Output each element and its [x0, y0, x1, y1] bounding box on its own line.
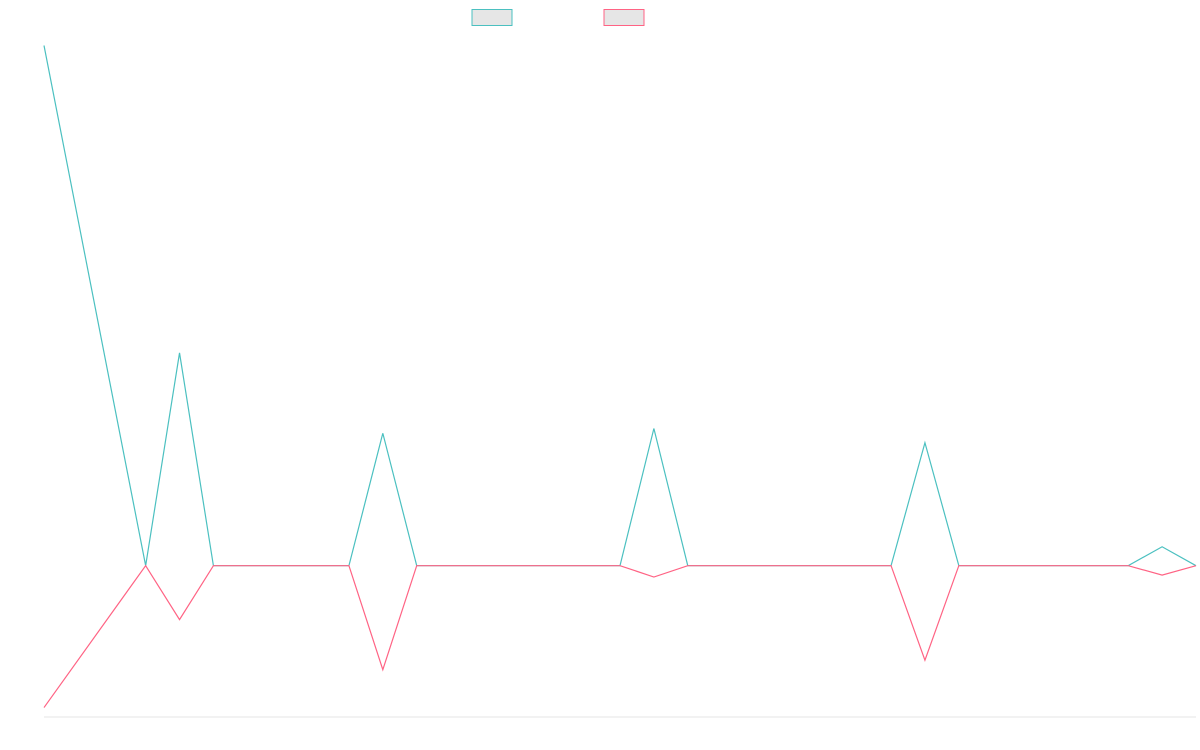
legend-swatch-1[interactable] — [471, 9, 513, 26]
series-line-1 — [43, 45, 1197, 567]
series-line-2 — [43, 564, 1197, 708]
series-layer — [43, 45, 1197, 708]
legend-swatch-2[interactable] — [603, 9, 645, 26]
legend — [471, 9, 645, 26]
